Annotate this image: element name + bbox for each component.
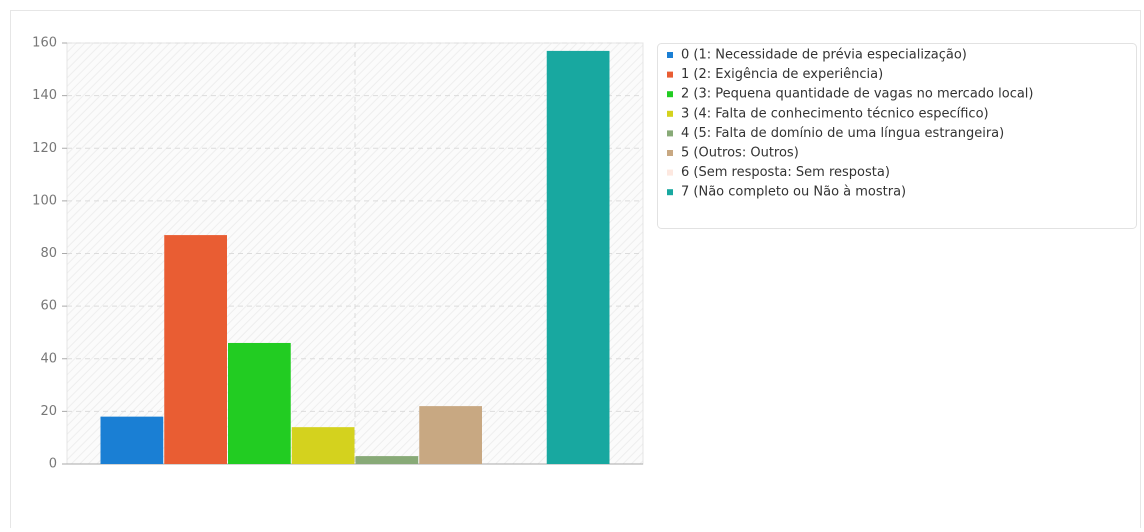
y-tick-label: 120 [32, 141, 57, 156]
legend-swatch [667, 52, 673, 58]
legend-swatch [667, 91, 673, 98]
legend-label: 6 (Sem resposta: Sem resposta) [681, 165, 890, 180]
legend-swatch [667, 169, 673, 176]
bar [164, 235, 227, 464]
bar [355, 456, 419, 464]
bar [291, 427, 355, 464]
legend-swatch [667, 110, 673, 117]
legend-swatch [667, 71, 673, 78]
y-tick-label: 160 [32, 36, 57, 51]
legend-label: 5 (Outros: Outros) [681, 146, 799, 161]
legend-label: 0 (1: Necessidade de prévia especializaç… [681, 48, 967, 63]
legend-swatch [667, 189, 673, 196]
legend-label: 3 (4: Falta de conhecimento técnico espe… [681, 106, 989, 121]
y-tick-label: 0 [49, 457, 57, 472]
bar [546, 50, 610, 465]
bar [100, 416, 164, 464]
y-tick-label: 140 [32, 88, 57, 103]
y-tick-label: 20 [40, 404, 57, 419]
legend-label: 2 (3: Pequena quantidade de vagas no mer… [681, 87, 1034, 102]
y-tick-label: 80 [40, 246, 57, 261]
legend-swatch [667, 150, 673, 156]
y-tick-label: 100 [32, 193, 57, 208]
legend-box [657, 43, 1137, 229]
legend-label: 1 (2: Exigência de experiência) [681, 67, 883, 82]
legend-label: 4 (5: Falta de domínio de uma língua est… [681, 126, 1004, 141]
bar [228, 342, 291, 464]
legend-swatch [667, 130, 673, 137]
legend-label: 7 (Não completo ou Não à mostra) [681, 185, 906, 200]
y-tick-label: 40 [40, 351, 57, 366]
bar [419, 406, 482, 464]
y-tick-label: 60 [40, 299, 57, 314]
